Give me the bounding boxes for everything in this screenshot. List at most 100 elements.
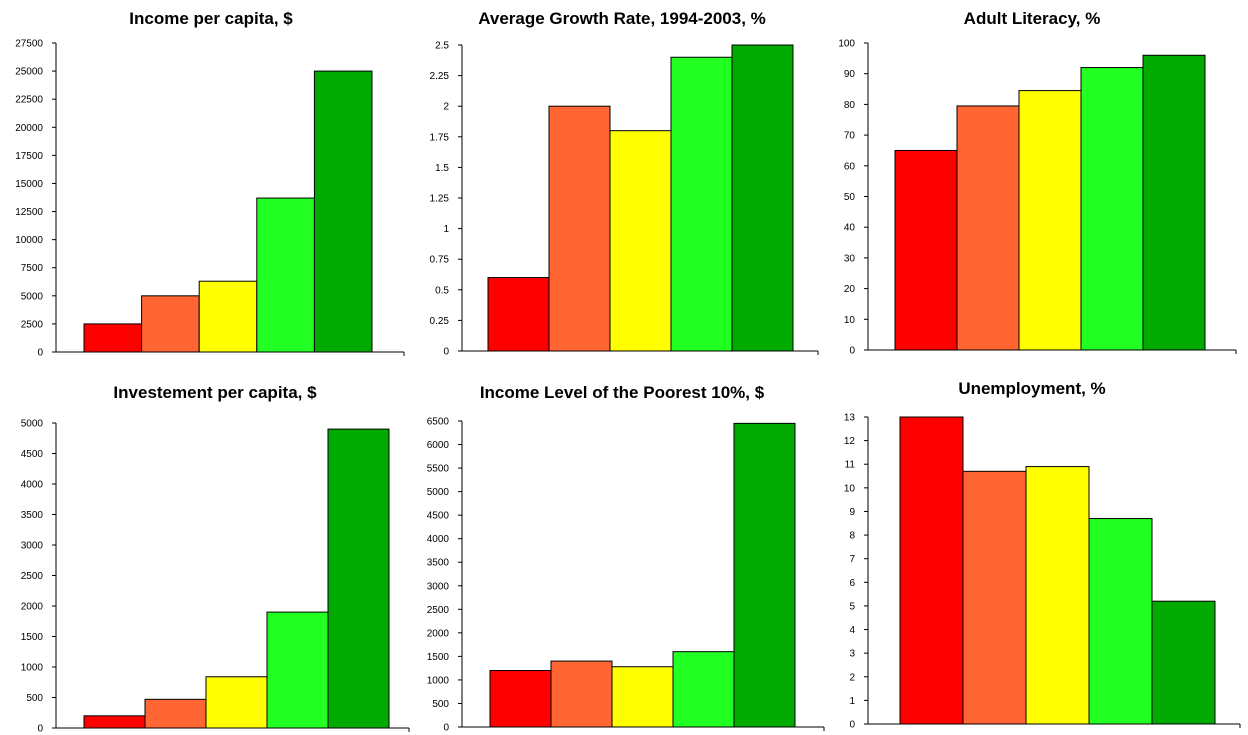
bar [266,611,329,729]
bar [1025,466,1090,725]
y-tick-label: 13 [844,413,856,424]
y-tick-label: 5000 [21,291,44,302]
y-tick-label: 2 [849,672,855,683]
bar [83,323,143,353]
y-tick-label: 8 [849,531,855,542]
bar [956,105,1020,351]
bar [83,715,146,729]
y-tick-label: 100 [838,39,855,50]
y-tick-label: 22500 [15,95,43,106]
chart-title: Adult Literacy, % [964,9,1101,28]
y-tick-label: 4500 [21,449,44,460]
bar [670,56,733,352]
bar [611,666,674,728]
bar [672,651,735,728]
y-tick-label: 4000 [427,534,450,545]
chart-title: Unemployment, % [958,379,1105,398]
y-tick-label: 2 [443,102,449,113]
bar [256,197,315,353]
y-tick-label: 80 [844,100,856,111]
y-tick-label: 12500 [15,207,43,218]
bar [489,670,552,728]
y-tick-label: 1500 [21,632,44,643]
chart-title: Investement per capita, $ [113,383,317,402]
y-tick-label: 500 [432,699,449,710]
y-tick-label: 2000 [427,628,450,639]
bar [1018,90,1082,351]
y-tick-label: 2.25 [430,71,450,82]
bar [144,698,207,729]
y-tick-label: 0.5 [435,285,449,296]
y-tick-label: 10 [844,315,856,326]
y-tick-label: 12 [844,436,856,447]
y-tick-label: 3500 [21,510,44,521]
y-tick-label: 4500 [427,511,450,522]
y-tick-label: 2500 [21,571,44,582]
y-tick-label: 5000 [427,487,450,498]
bar [141,295,200,353]
y-tick-label: 7500 [21,263,44,274]
y-tick-label: 90 [844,69,856,80]
y-tick-label: 20000 [15,123,43,134]
chart-title: Average Growth Rate, 1994-2003, % [478,9,766,28]
bar [550,660,613,728]
y-tick-label: 0 [37,724,43,735]
y-tick-label: 1000 [427,675,450,686]
bar [205,676,268,729]
y-tick-label: 0 [849,720,855,731]
y-tick-label: 17500 [15,151,43,162]
y-tick-label: 4 [849,625,855,636]
y-tick-label: 0 [849,346,855,357]
bar [1151,600,1216,725]
y-tick-label: 1.5 [435,163,449,174]
y-tick-label: 0 [443,723,449,734]
chart-panel: 0 500 1000 1500 2000 2500 3000 3500 4000 4500 5000 [21,419,410,735]
y-tick-label: 5000 [21,419,44,430]
y-tick-label: 6500 [427,417,450,428]
y-tick-label: 11 [845,460,856,471]
y-tick-label: 3 [849,649,855,660]
bar [1080,67,1144,351]
y-tick-label: 1500 [427,652,450,663]
bar [962,470,1027,725]
y-tick-label: 3000 [427,581,450,592]
y-tick-label: 0 [443,347,449,358]
y-tick-label: 3000 [21,541,44,552]
bar [1142,54,1206,351]
y-tick-label: 7 [849,554,855,565]
y-tick-label: 10000 [15,235,43,246]
bar [487,277,550,352]
y-tick-label: 1 [443,224,449,235]
chart-panel: 0 0.25 0.5 0.75 1 1.25 1.5 1.75 2 2.25 2.5 [430,41,819,358]
y-tick-label: 30 [844,253,856,264]
y-tick-label: 5 [849,601,855,612]
bar [548,105,611,352]
y-tick-label: 0 [37,348,43,359]
bar [313,70,373,353]
y-tick-label: 500 [26,693,43,704]
y-tick-label: 10 [844,483,856,494]
y-tick-label: 1.25 [430,194,450,205]
y-tick-label: 2500 [21,319,44,330]
chart-panel: 0 10 20 30 40 50 60 70 80 90 100 [838,39,1237,357]
bar [731,44,794,352]
chart-title: Income per capita, $ [129,9,293,28]
y-tick-label: 60 [844,161,856,172]
bar [733,422,796,728]
bar [894,149,958,351]
y-tick-label: 1000 [21,663,44,674]
y-tick-label: 9 [849,507,855,518]
y-tick-label: 50 [844,192,856,203]
y-tick-label: 2500 [427,605,450,616]
y-tick-label: 15000 [15,179,43,190]
y-tick-label: 40 [844,223,856,234]
y-tick-label: 1.75 [430,132,450,143]
bar [1088,518,1153,725]
bar [899,416,964,725]
chart-panel: 0 2500 5000 7500 10000 12500 15000 17500 20000 22… [15,39,405,359]
y-tick-label: 3500 [427,558,450,569]
chart-panel: 0 500 1000 1500 2000 2500 3000 3500 4000 4500 5000… [427,417,825,734]
y-tick-label: 0.25 [430,316,450,327]
